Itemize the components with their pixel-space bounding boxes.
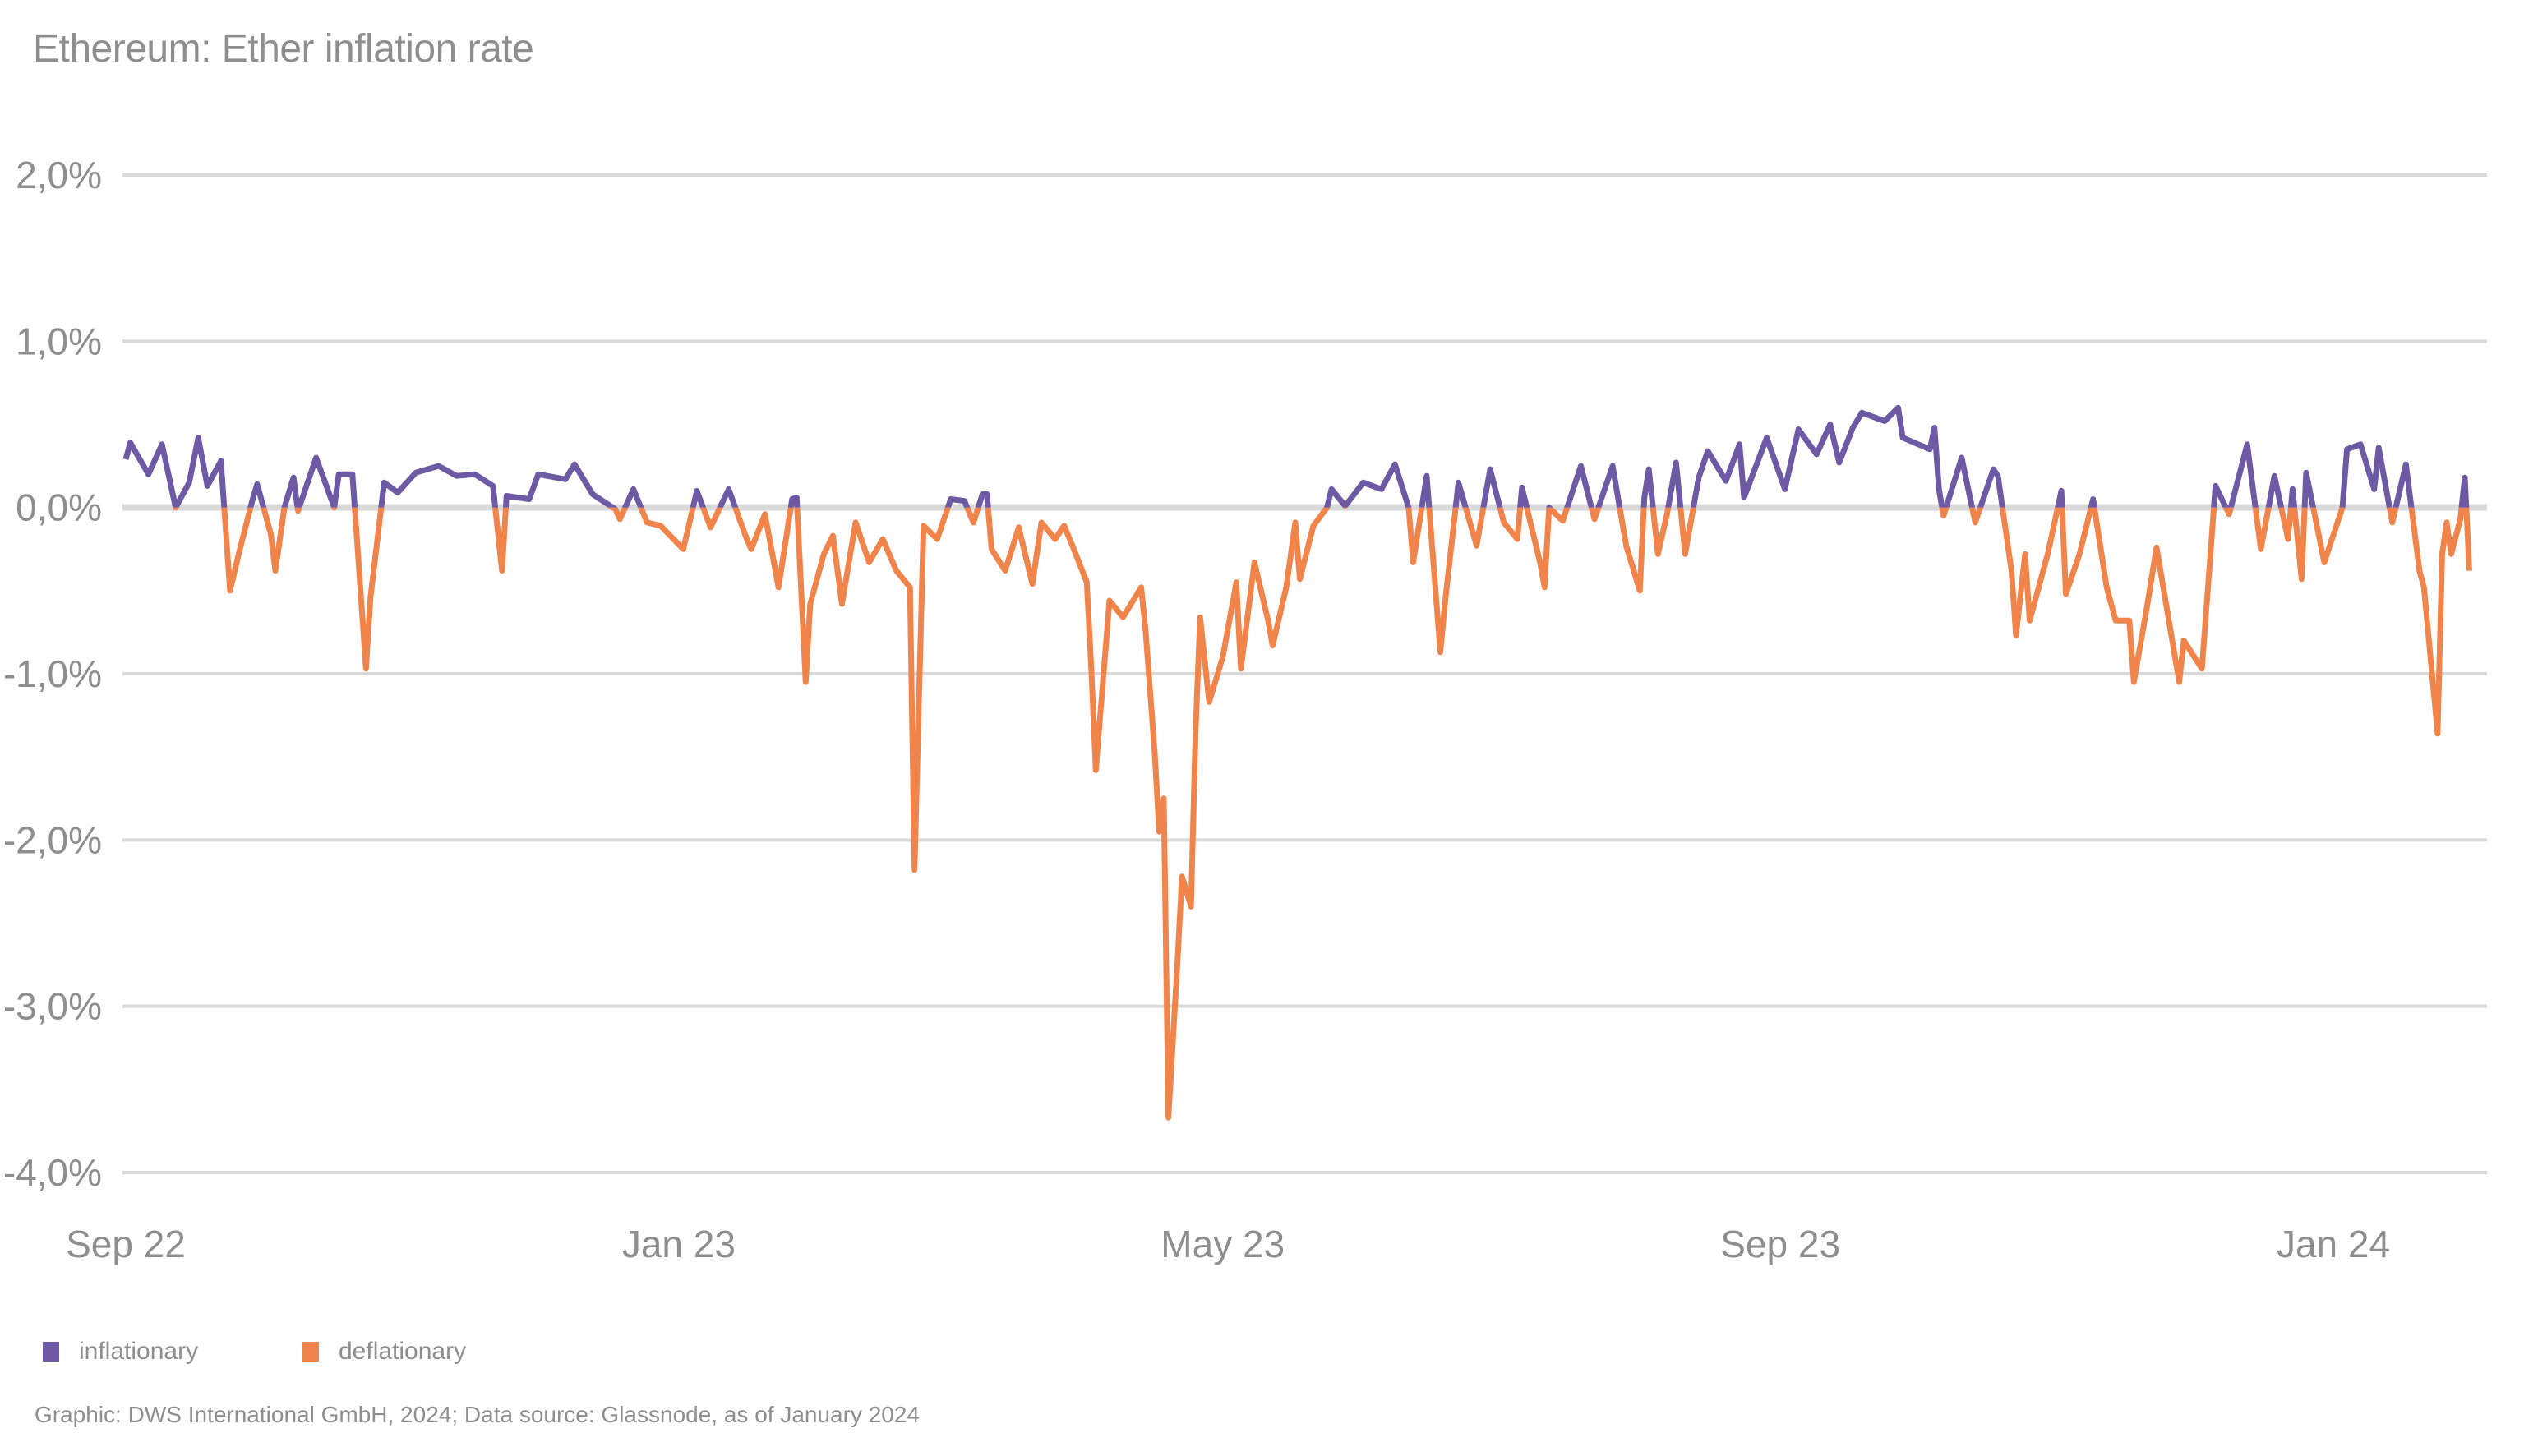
- y-tick-label: -4,0%: [3, 1151, 102, 1194]
- x-tick-label: Sep 23: [1720, 1223, 1840, 1265]
- y-tick-label: 2,0%: [16, 154, 102, 196]
- y-tick-label: -1,0%: [3, 652, 102, 695]
- y-tick-label: -3,0%: [3, 985, 102, 1028]
- x-tick-label: Jan 23: [622, 1223, 736, 1265]
- chart-title: Ethereum: Ether inflation rate: [33, 27, 534, 71]
- gridlines: [122, 173, 2487, 1174]
- legend-label: inflationary: [79, 1338, 199, 1365]
- legend-item-inflationary: inflationary: [43, 1338, 198, 1366]
- series-line-deflationary: [173, 507, 2472, 1121]
- source-note: Graphic: DWS International GmbH, 2024; D…: [35, 1402, 921, 1427]
- x-tick-label: May 23: [1160, 1223, 1285, 1265]
- legend-item-deflationary: deflationary: [302, 1338, 466, 1366]
- y-tick-label: -2,0%: [3, 818, 102, 861]
- y-tick-label: 0,0%: [16, 486, 102, 529]
- legend-swatch-deflationary: [302, 1342, 319, 1362]
- x-tick-label: Jan 24: [2277, 1223, 2390, 1265]
- series-line-inflationary: [122, 404, 2470, 508]
- x-tick-label: Sep 22: [66, 1223, 186, 1265]
- legend-swatch-inflationary: [43, 1342, 59, 1362]
- x-axis: Sep 22 Jan 23 May 23 Sep 23 Jan 24: [66, 1223, 2390, 1265]
- legend-label: deflationary: [339, 1338, 467, 1365]
- y-axis: 2,0% 1,0% 0,0% -1,0% -2,0% -3,0% -4,0%: [3, 154, 102, 1194]
- series-lines: [122, 404, 2472, 1121]
- y-tick-label: 1,0%: [16, 320, 102, 362]
